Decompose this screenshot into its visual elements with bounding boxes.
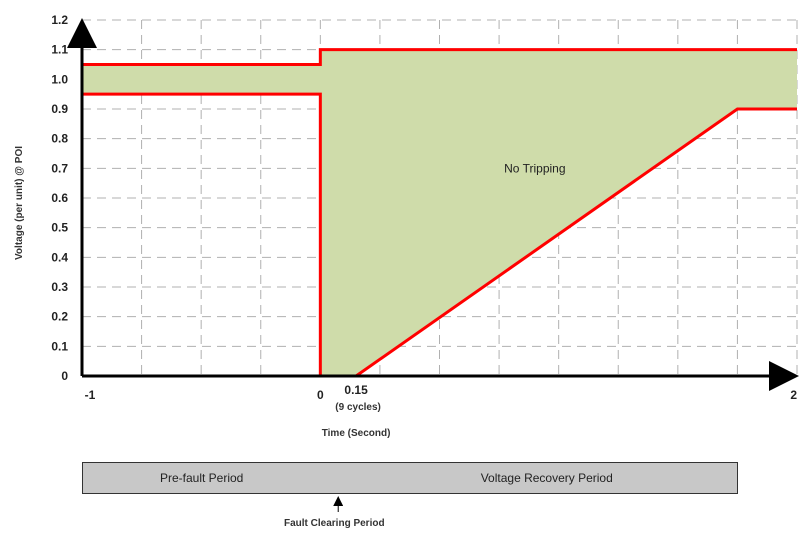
y-tick-label-4: 0.4: [51, 250, 68, 264]
y-tick-label-0: 0: [61, 369, 68, 383]
no-tripping-region: [82, 49, 797, 377]
x-tick-label-0: -1: [85, 388, 96, 402]
x-tick-label-1: 0: [317, 388, 324, 402]
fault-clearing-period-label: Fault Clearing Period: [284, 518, 385, 529]
period-box-0: Pre-fault Period: [82, 462, 322, 494]
period-box-1: [320, 462, 358, 494]
x-axis-title: Time (Second): [322, 428, 391, 439]
y-tick-labels: 0 0.1 0.2 0.3 0.4 0.5 0.6 0.7 0.8 0.9 1.0 1.1 1.2: [51, 13, 68, 383]
clearing-time-sublabel: (9 cycles): [335, 402, 381, 413]
period-box-2: Voltage Recovery Period: [356, 462, 739, 494]
y-tick-label-11: 1.1: [51, 43, 68, 57]
y-tick-label-5: 0.5: [51, 221, 68, 235]
y-tick-label-1: 0.1: [51, 339, 68, 353]
x-tick-label-2: 2: [790, 388, 797, 402]
y-tick-label-8: 0.8: [51, 132, 68, 146]
y-tick-label-7: 0.7: [51, 161, 68, 175]
clearing-time-label: 0.15: [344, 383, 368, 397]
x-tick-labels: -1 0 2: [85, 388, 798, 402]
no-tripping-label: No Tripping: [504, 161, 565, 175]
y-tick-label-6: 0.6: [51, 191, 68, 205]
y-tick-label-12: 1.2: [51, 13, 68, 27]
period-label-2: Voltage Recovery Period: [480, 471, 613, 485]
upper-boundary-line: [82, 48, 797, 66]
y-tick-label-2: 0.2: [51, 310, 68, 324]
period-label-0: Pre-fault Period: [159, 471, 244, 485]
y-tick-label-10: 1.0: [51, 72, 68, 86]
y-tick-label-3: 0.3: [51, 280, 68, 294]
y-tick-label-9: 0.9: [51, 102, 68, 116]
y-axis-title: Voltage (per unit) @ POI: [14, 146, 25, 260]
